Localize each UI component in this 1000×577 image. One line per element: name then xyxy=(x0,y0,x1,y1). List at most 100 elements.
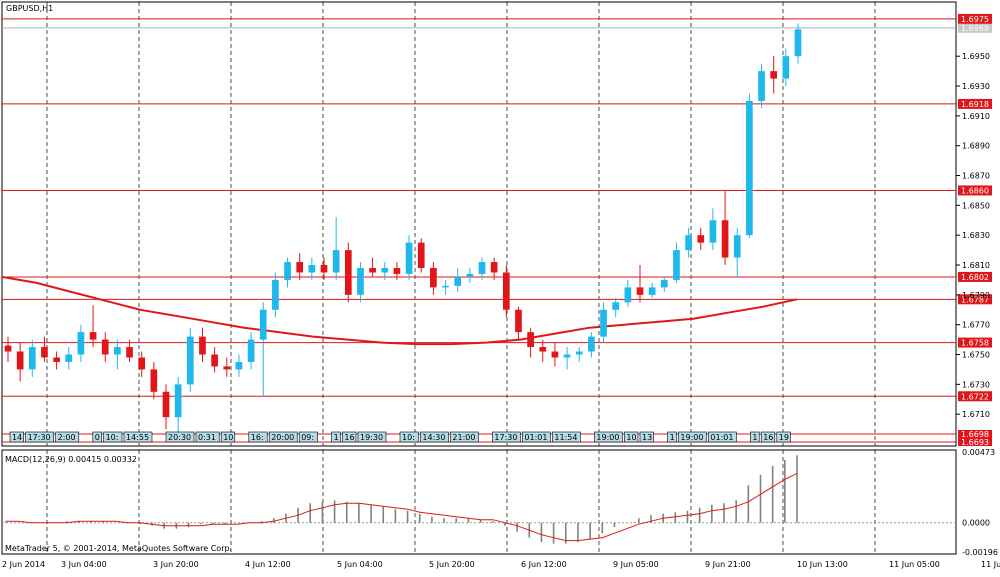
candle-body xyxy=(466,273,474,277)
candle-body xyxy=(454,276,462,286)
candle-body xyxy=(770,71,778,79)
candle-body xyxy=(563,354,571,358)
candle-body xyxy=(539,347,547,352)
candle xyxy=(357,262,364,303)
event-marker-label: 01:01 xyxy=(710,433,733,442)
candle-body xyxy=(235,361,243,370)
event-marker-label: 1 xyxy=(670,433,675,442)
event-marker-label: 0:31 xyxy=(198,433,216,442)
candle xyxy=(199,327,206,362)
event-marker xyxy=(522,431,551,443)
candle-body xyxy=(296,262,304,273)
candle-body xyxy=(575,351,583,355)
level-tag xyxy=(958,294,992,305)
event-marker xyxy=(92,431,102,443)
event-marker-label: 20:00 xyxy=(271,433,294,442)
candle xyxy=(65,347,73,370)
event-marker-label: 14:30 xyxy=(422,433,445,442)
candle xyxy=(539,339,547,362)
candle-body xyxy=(332,250,340,273)
candle xyxy=(794,23,802,64)
event-marker xyxy=(55,431,80,443)
event-marker-label: 20:30 xyxy=(168,433,191,442)
candle-body xyxy=(53,357,60,362)
candle xyxy=(405,235,413,280)
candle xyxy=(442,279,449,295)
level-tag xyxy=(958,430,992,438)
candle xyxy=(454,268,462,292)
event-marker-label: 16: xyxy=(251,433,264,442)
candle xyxy=(527,327,534,358)
time-axis-label: 4 Jun 12:00 xyxy=(245,560,291,569)
candle xyxy=(417,238,425,273)
current-price-tag xyxy=(958,23,992,33)
candle xyxy=(53,351,60,370)
candle xyxy=(28,339,36,377)
candle xyxy=(563,347,571,370)
candle xyxy=(624,279,632,307)
candle xyxy=(89,305,97,348)
candle-body xyxy=(150,369,158,392)
event-marker xyxy=(399,431,419,443)
candle-body xyxy=(697,235,705,243)
candle-body xyxy=(186,336,194,385)
event-marker xyxy=(750,431,760,443)
candle-body xyxy=(4,345,12,352)
candle xyxy=(150,361,158,400)
macd-tick-label: 0.0000 xyxy=(962,519,990,528)
event-marker-label: 0 xyxy=(95,433,100,442)
level-tag-label: 1.6860 xyxy=(961,186,989,195)
candle-body xyxy=(199,336,206,355)
level-tag xyxy=(958,391,992,402)
candle-body xyxy=(502,272,510,310)
candle xyxy=(770,56,778,94)
level-tag xyxy=(958,98,992,109)
candle xyxy=(685,227,692,258)
candle-body xyxy=(733,235,741,258)
candle xyxy=(126,339,133,362)
candle-body xyxy=(357,268,364,295)
candle xyxy=(660,276,668,292)
candle xyxy=(709,208,717,251)
candle xyxy=(612,297,620,318)
event-marker xyxy=(420,431,449,443)
candle-body xyxy=(247,339,255,362)
level-tag-label: 1.6698 xyxy=(961,430,989,439)
candle xyxy=(4,336,12,362)
candle xyxy=(369,257,376,277)
candle xyxy=(393,262,401,280)
price-tick-label: 1.6810 xyxy=(962,261,990,270)
symbol-title: GBPUSD,H1 xyxy=(6,4,53,13)
event-marker xyxy=(123,431,153,443)
candle-body xyxy=(65,354,73,362)
level-tag-label: 1.6722 xyxy=(961,392,989,401)
candle xyxy=(551,342,559,367)
macd-label: MACD(12,26,9) 0.00415 0.00332 xyxy=(5,455,137,464)
event-marker xyxy=(450,431,479,443)
candle xyxy=(211,347,218,373)
candle-body xyxy=(478,262,486,274)
candle-body xyxy=(430,268,437,288)
event-marker-label: 19:30 xyxy=(360,433,383,442)
event-marker-label: 14 xyxy=(12,433,22,442)
event-marker-label: 19:00 xyxy=(596,433,619,442)
candle-body xyxy=(417,242,425,268)
candle-body xyxy=(794,29,802,57)
candle xyxy=(648,282,656,298)
level-tag-label: 1.6802 xyxy=(961,273,989,282)
candle xyxy=(223,357,231,377)
candle-body xyxy=(648,287,656,295)
candle xyxy=(320,257,328,280)
candle xyxy=(138,351,146,377)
candle xyxy=(746,93,753,239)
level-tag-label: 1.6693 xyxy=(961,438,989,447)
candle xyxy=(332,217,340,280)
candle xyxy=(16,342,24,382)
event-marker xyxy=(103,431,123,443)
candle xyxy=(235,354,243,377)
macd-tick-label: -0.00196 xyxy=(962,548,998,557)
candle-body xyxy=(405,242,413,274)
event-marker xyxy=(760,431,776,443)
